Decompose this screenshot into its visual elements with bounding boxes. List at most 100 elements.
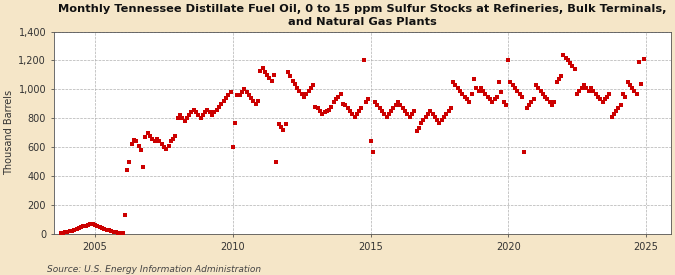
Point	[152, 136, 163, 141]
Point	[470, 86, 481, 90]
Point	[560, 55, 571, 60]
Point	[161, 146, 171, 151]
Point	[175, 113, 186, 118]
Point	[262, 73, 273, 77]
Point	[482, 94, 493, 99]
Point	[434, 120, 445, 125]
Point	[466, 92, 477, 96]
Point	[544, 100, 555, 104]
Point	[207, 113, 217, 118]
Point	[576, 86, 587, 90]
Point	[218, 99, 229, 103]
Point	[310, 104, 321, 109]
Point	[252, 99, 263, 103]
Point	[305, 86, 316, 90]
Point	[326, 104, 337, 109]
Point	[501, 103, 512, 108]
Point	[590, 92, 601, 96]
Point	[595, 97, 605, 102]
Point	[624, 83, 635, 87]
Point	[388, 106, 399, 110]
Point	[133, 144, 144, 148]
Point	[611, 109, 622, 113]
Point	[202, 108, 213, 112]
Point	[90, 223, 101, 227]
Point	[129, 138, 140, 142]
Point	[365, 139, 376, 144]
Point	[241, 90, 252, 94]
Point	[223, 93, 234, 97]
Point	[292, 86, 302, 90]
Point	[342, 106, 353, 110]
Point	[280, 122, 291, 126]
Point	[101, 227, 112, 232]
Point	[170, 133, 181, 138]
Point	[601, 94, 612, 99]
Point	[448, 80, 458, 84]
Point	[83, 223, 94, 227]
Point	[136, 148, 146, 152]
Point	[473, 89, 484, 93]
Point	[551, 80, 562, 84]
Point	[468, 77, 479, 81]
Point	[232, 93, 243, 97]
Point	[402, 112, 412, 116]
Point	[315, 109, 325, 113]
Point	[372, 103, 383, 108]
Point	[452, 86, 463, 90]
Point	[542, 97, 553, 102]
Point	[321, 109, 332, 113]
Point	[416, 120, 427, 125]
Point	[578, 83, 589, 87]
Point	[269, 73, 279, 77]
Point	[567, 64, 578, 68]
Text: Source: U.S. Energy Information Administration: Source: U.S. Energy Information Administ…	[47, 265, 261, 274]
Point	[319, 110, 330, 115]
Point	[588, 89, 599, 93]
Point	[103, 228, 114, 233]
Point	[460, 94, 470, 99]
Point	[489, 97, 500, 102]
Point	[554, 77, 564, 81]
Point	[250, 101, 261, 106]
Point	[636, 81, 647, 86]
Point	[347, 112, 358, 116]
Point	[627, 86, 638, 90]
Point	[115, 231, 126, 235]
Point	[88, 222, 99, 226]
Point	[216, 101, 227, 106]
Point	[574, 89, 585, 93]
Point	[64, 229, 75, 233]
Point	[236, 90, 247, 94]
Point	[142, 131, 153, 135]
Y-axis label: Thousand Barrels: Thousand Barrels	[4, 90, 14, 175]
Point	[97, 226, 107, 230]
Point	[296, 92, 307, 96]
Point	[60, 230, 71, 235]
Point	[425, 109, 436, 113]
Point	[234, 93, 245, 97]
Point	[140, 135, 151, 139]
Point	[533, 86, 543, 90]
Point	[398, 106, 408, 110]
Point	[563, 58, 574, 63]
Point	[421, 115, 431, 119]
Point	[531, 83, 541, 87]
Point	[585, 86, 596, 90]
Point	[583, 89, 594, 93]
Point	[80, 223, 91, 228]
Point	[487, 100, 497, 104]
Point	[195, 116, 206, 120]
Point	[188, 108, 199, 112]
Point	[367, 149, 378, 154]
Point	[301, 92, 312, 96]
Point	[354, 109, 364, 113]
Point	[537, 92, 548, 96]
Point	[290, 81, 300, 86]
Point	[298, 94, 309, 99]
Point	[432, 117, 443, 122]
Point	[331, 97, 342, 102]
Point	[443, 109, 454, 113]
Point	[287, 78, 298, 83]
Point	[514, 92, 525, 96]
